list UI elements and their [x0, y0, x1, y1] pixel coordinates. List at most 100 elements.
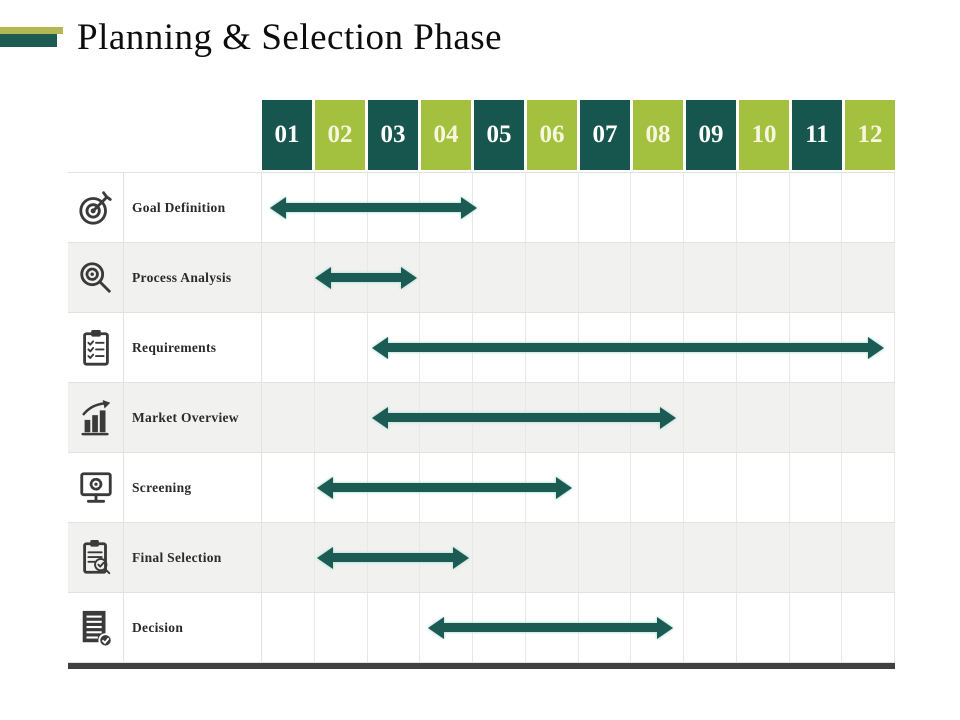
month-cell [842, 243, 895, 312]
month-cell [790, 243, 843, 312]
month-track [262, 593, 895, 662]
arrowhead-right-icon [453, 546, 470, 569]
month-track [262, 173, 895, 242]
arrowhead-left-icon [269, 196, 286, 219]
month-cell [737, 523, 790, 592]
month-cell [790, 453, 843, 522]
task-duration-arrow [269, 196, 478, 219]
month-header-row: 01 02 03 04 05 06 07 08 09 10 11 12 [68, 100, 895, 170]
month-cell [420, 523, 473, 592]
month-cell [526, 243, 579, 312]
task-label: Goal Definition [124, 173, 262, 242]
month-header-cell: 02 [315, 100, 365, 170]
task-label: Decision [124, 593, 262, 662]
month-header: 01 02 03 04 05 06 07 08 09 10 11 12 [262, 100, 895, 170]
title-accent-bar-teal [0, 34, 57, 47]
monitor-gear-icon [77, 467, 115, 509]
task-duration-arrow [317, 546, 470, 569]
magnifier-gear-icon [77, 257, 115, 299]
month-cell [262, 313, 315, 382]
title-accent-bar-green [0, 27, 63, 34]
month-cell [842, 453, 895, 522]
task-duration-arrow [314, 266, 417, 289]
month-header-cell: 06 [527, 100, 577, 170]
month-cell [684, 243, 737, 312]
task-icon-cell [68, 243, 124, 312]
month-header-cell: 03 [368, 100, 418, 170]
arrow-shaft [437, 623, 665, 632]
month-cell [579, 173, 632, 242]
month-cell [262, 243, 315, 312]
task-icon-cell [68, 173, 124, 242]
task-label: Process Analysis [124, 243, 262, 312]
task-row: Screening [68, 453, 895, 523]
month-cell [737, 453, 790, 522]
gantt-chart: 01 02 03 04 05 06 07 08 09 10 11 12 Goal Definition… [68, 100, 895, 669]
task-icon-cell [68, 453, 124, 522]
task-icon-cell [68, 593, 124, 662]
month-track [262, 383, 895, 452]
month-cell [684, 593, 737, 662]
page-title: Planning & Selection Phase [77, 17, 503, 58]
arrow-shaft [323, 273, 408, 282]
task-label: Screening [124, 453, 262, 522]
arrow-shaft [326, 483, 564, 492]
task-row: Final Selection [68, 523, 895, 593]
document-check-icon [77, 607, 115, 649]
header-spacer [68, 100, 262, 170]
month-cell [842, 593, 895, 662]
task-row: Market Overview [68, 383, 895, 453]
month-cell [420, 243, 473, 312]
month-cell [579, 453, 632, 522]
month-cell [790, 173, 843, 242]
task-icon-cell [68, 523, 124, 592]
table-bottom-border [68, 663, 895, 669]
month-cell [684, 523, 737, 592]
arrowhead-left-icon [428, 616, 445, 639]
month-cell [790, 523, 843, 592]
month-cell [631, 173, 684, 242]
month-track [262, 243, 895, 312]
month-header-cell: 04 [421, 100, 471, 170]
month-track [262, 313, 895, 382]
clipboard-search-icon [77, 537, 115, 579]
month-header-cell: 10 [739, 100, 789, 170]
arrowhead-right-icon [868, 336, 885, 359]
arrowhead-left-icon [317, 546, 334, 569]
month-cell [631, 383, 684, 452]
task-duration-arrow [317, 476, 573, 499]
month-cell [315, 383, 368, 452]
task-label: Market Overview [124, 383, 262, 452]
month-header-cell: 08 [633, 100, 683, 170]
task-icon-cell [68, 383, 124, 452]
arrowhead-left-icon [317, 476, 334, 499]
arrowhead-right-icon [556, 476, 573, 499]
month-cell [842, 383, 895, 452]
task-icon-cell [68, 313, 124, 382]
month-cell [368, 243, 421, 312]
month-cell [526, 523, 579, 592]
month-track [262, 523, 895, 592]
month-cell [262, 453, 315, 522]
month-cell [262, 523, 315, 592]
arrowhead-right-icon [657, 616, 674, 639]
month-cell [315, 593, 368, 662]
month-cell [684, 173, 737, 242]
month-cell [790, 593, 843, 662]
gantt-rows: Goal Definition Process Analysis Requirem… [68, 172, 895, 663]
task-row: Goal Definition [68, 173, 895, 243]
arrowhead-left-icon [314, 266, 331, 289]
month-cell [579, 523, 632, 592]
month-cell [368, 593, 421, 662]
month-cell [473, 523, 526, 592]
month-cell [262, 593, 315, 662]
month-cell [579, 243, 632, 312]
month-cell [737, 593, 790, 662]
month-cell [684, 383, 737, 452]
month-header-cell: 12 [845, 100, 895, 170]
month-cell [631, 453, 684, 522]
task-duration-arrow [371, 336, 885, 359]
clipboard-checklist-icon [77, 327, 115, 369]
month-cell [631, 523, 684, 592]
